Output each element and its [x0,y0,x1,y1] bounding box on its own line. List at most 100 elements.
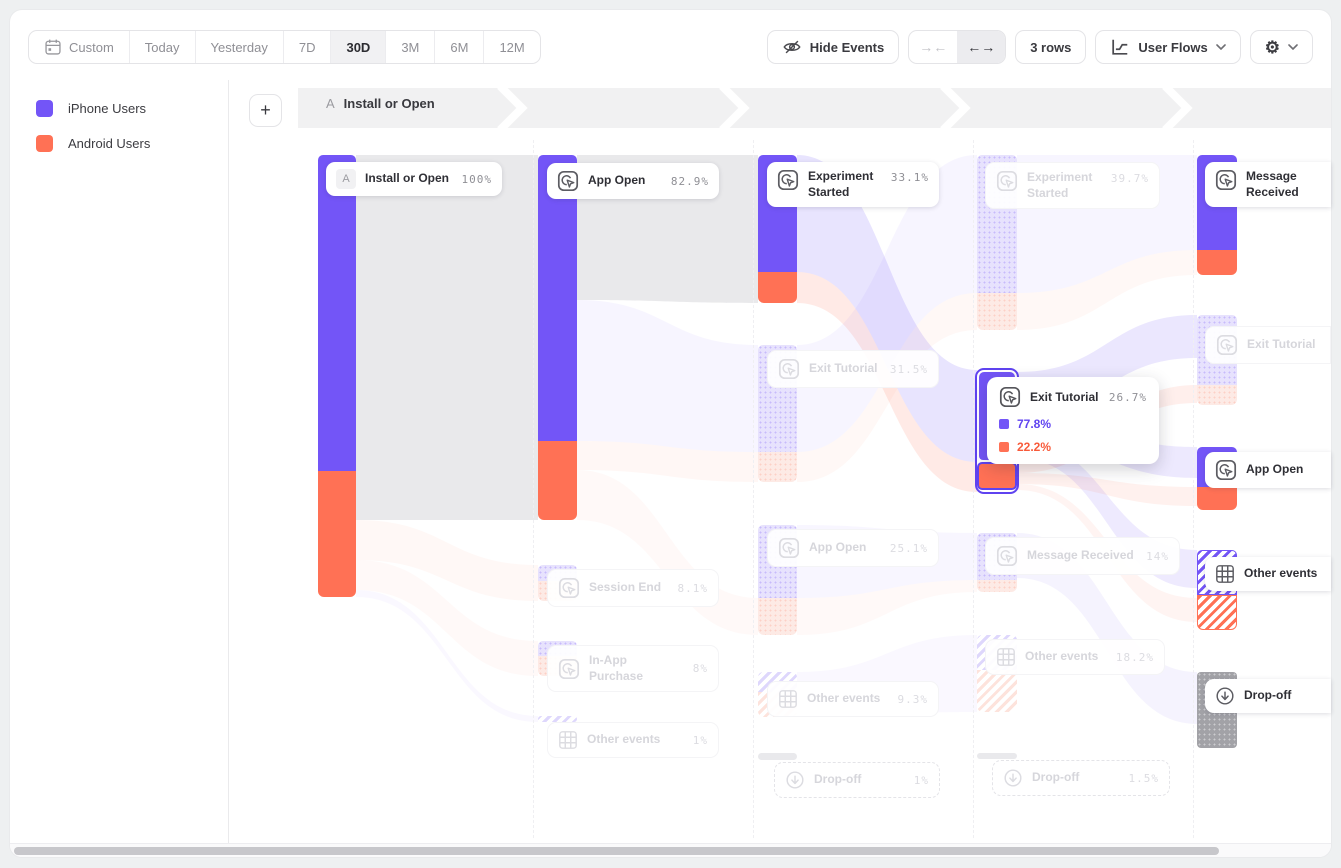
chevron-down-icon [1288,44,1298,50]
grid-icon [778,689,798,709]
date-range-30d[interactable]: 30D [331,31,387,63]
node-card-experiment-started[interactable]: Experiment Started 33.1% [767,162,939,208]
bar-install-or-open-iphone[interactable] [318,155,356,471]
date-range-today[interactable]: Today [130,31,196,63]
gear-icon: ⚙ [1264,37,1280,57]
eye-off-icon [782,37,802,57]
bar-other-events[interactable] [538,716,577,722]
node-card-app-open[interactable]: App Open 25.1% [767,529,939,567]
event-icon [778,358,800,380]
node-card-other-events[interactable]: Other events 1% [547,722,719,758]
bar-other-events-android[interactable] [977,670,1017,712]
node-card-drop-off[interactable]: Drop-off [1205,679,1331,713]
tooltip-iphone-share: 77.8% [999,417,1147,431]
view-selector-button[interactable]: User Flows [1095,30,1241,64]
date-range-12m[interactable]: 12M [484,31,539,63]
event-icon [1215,459,1237,481]
column-guide [533,140,534,838]
node-card-exit-tutorial[interactable]: Exit Tutorial 31.5% [767,350,939,388]
collapse-columns-button[interactable]: →← [919,39,948,55]
bar-app-open-android[interactable] [538,441,577,520]
sidebar-divider [228,80,229,843]
grid-icon [558,730,578,750]
node-card-experiment-started[interactable]: Experiment Started 39.7% [985,162,1160,210]
event-icon [557,170,579,192]
android-color-swatch [36,135,53,152]
bar-experiment-started-android[interactable] [758,272,797,303]
node-card-other-events[interactable]: Other events 18.2% [985,639,1165,675]
column-guide [973,140,974,838]
bar-other-events-android[interactable] [1197,595,1237,630]
date-range-yesterday[interactable]: Yesterday [196,31,284,63]
node-card-install-or-open[interactable]: A Install or Open 100% [326,162,502,196]
legend-item-android[interactable]: Android Users [36,135,150,152]
date-range-6m[interactable]: 6M [435,31,485,63]
bar-app-open-android[interactable] [1197,487,1237,510]
drop-off-icon [785,770,805,790]
event-icon [777,169,799,191]
rows-button[interactable]: 3 rows [1015,30,1087,64]
expand-columns-button[interactable]: ←→ [957,31,1006,63]
node-card-drop-off[interactable]: Drop-off 1% [774,762,940,798]
tooltip-android-share: 22.2% [999,440,1147,454]
node-card-in-app-purchase[interactable]: In-App Purchase 8% [547,645,719,693]
node-card-app-open[interactable]: App Open [1205,452,1331,488]
node-card-app-open[interactable]: App Open 82.9% [547,163,719,199]
date-range-7d[interactable]: 7D [284,31,332,63]
node-card-exit-tutorial[interactable]: Exit Tutorial [1205,326,1331,364]
settings-button[interactable]: ⚙ [1249,30,1313,64]
event-icon [1215,169,1237,191]
bar-install-or-open-android[interactable] [318,471,356,597]
hide-events-button[interactable]: Hide Events [766,30,900,64]
event-icon [1216,334,1238,356]
drop-off-icon [1003,768,1023,788]
horizontal-scrollbar[interactable] [10,843,1331,857]
bar-exit-tutorial-android[interactable] [1197,385,1237,405]
column-guide [753,140,754,838]
event-icon [558,658,580,680]
bar-message-received-android[interactable] [977,580,1017,592]
bar-exit-tutorial-android[interactable] [758,452,797,482]
bar-drop-off[interactable] [977,753,1017,759]
android-color-swatch [999,442,1009,452]
step-1-chip[interactable]: A Install or Open [326,96,435,111]
step-band [298,88,1331,128]
iphone-color-swatch [36,100,53,117]
node-card-other-events[interactable]: Other events [1205,557,1331,591]
node-card-session-end[interactable]: Session End 8.1% [547,569,719,607]
step-letter-badge: A [336,169,356,189]
bar-drop-off[interactable] [758,753,797,760]
grid-icon [1215,564,1235,584]
node-card-other-events[interactable]: Other events 9.3% [767,681,939,717]
node-card-drop-off[interactable]: Drop-off 1.5% [992,760,1170,796]
date-range-3m[interactable]: 3M [386,31,436,63]
node-tooltip-exit-tutorial: Exit Tutorial 26.7% 77.8% 22.2% [987,377,1159,464]
iphone-color-swatch [999,419,1009,429]
date-range-control: Custom Today Yesterday 7D 30D 3M 6M 12M [28,30,541,64]
chevron-down-icon [1215,44,1226,50]
bar-app-open-android[interactable] [758,598,797,635]
event-icon [996,545,1018,567]
bar-app-open-iphone[interactable] [538,155,577,441]
bar-message-received-android[interactable] [1197,250,1237,275]
event-icon [558,577,580,599]
event-icon [996,170,1018,192]
add-step-button[interactable]: + [249,94,282,127]
column-guide [1193,140,1194,838]
event-icon [778,537,800,559]
scrollbar-thumb[interactable] [14,847,1219,855]
node-card-message-received[interactable]: Message Received [1205,162,1331,208]
grid-icon [996,647,1016,667]
date-range-custom[interactable]: Custom [29,31,130,63]
toolbar-right: Hide Events →← ←→ 3 rows User Flows ⚙ [766,30,1313,64]
bar-exit-tutorial-android [977,462,1017,490]
drop-off-icon [1215,686,1235,706]
calendar-icon [44,38,62,56]
event-icon [999,386,1021,408]
width-toggle: →← ←→ [908,30,1007,64]
date-range-label: Custom [69,39,114,55]
legend-item-iphone[interactable]: iPhone Users [36,100,146,117]
node-card-message-received[interactable]: Message Received 14% [985,537,1180,575]
bar-experiment-started-android[interactable] [977,293,1017,330]
